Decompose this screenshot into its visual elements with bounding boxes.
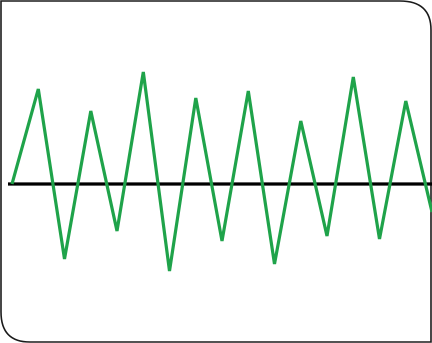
- waveform-line: [10, 71, 432, 272]
